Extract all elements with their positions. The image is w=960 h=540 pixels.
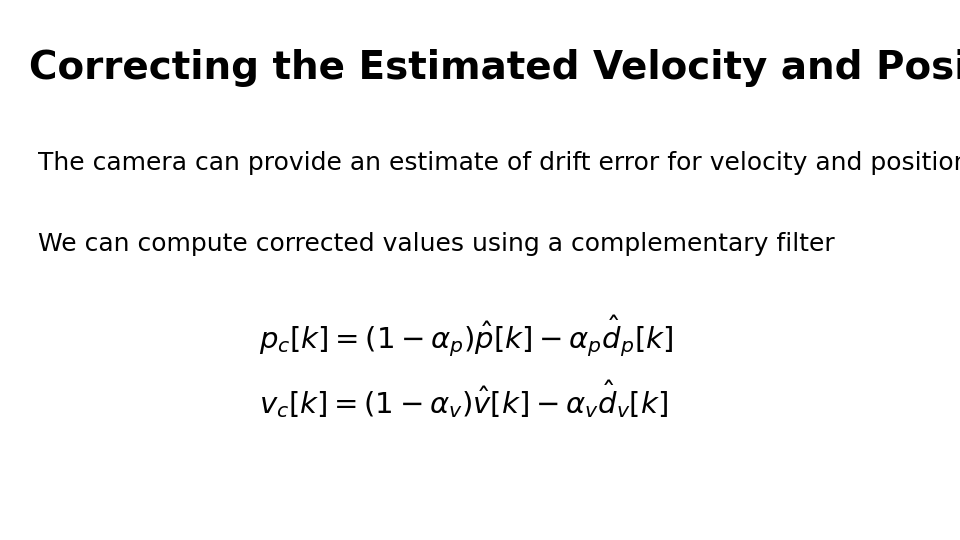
Text: $v_c[k] = (1-\alpha_v)\hat{v}[k] - \alpha_v \hat{d}_v[k]$: $v_c[k] = (1-\alpha_v)\hat{v}[k] - \alph… <box>259 378 668 420</box>
Text: We can compute corrected values using a complementary filter: We can compute corrected values using a … <box>38 232 835 256</box>
Text: The camera can provide an estimate of drift error for velocity and position: The camera can provide an estimate of dr… <box>38 151 960 175</box>
Text: $p_c[k] = (1-\alpha_p)\hat{p}[k] - \alpha_p \hat{d}_p[k]$: $p_c[k] = (1-\alpha_p)\hat{p}[k] - \alph… <box>259 313 674 359</box>
Text: Correcting the Estimated Velocity and Position: Correcting the Estimated Velocity and Po… <box>29 49 960 86</box>
